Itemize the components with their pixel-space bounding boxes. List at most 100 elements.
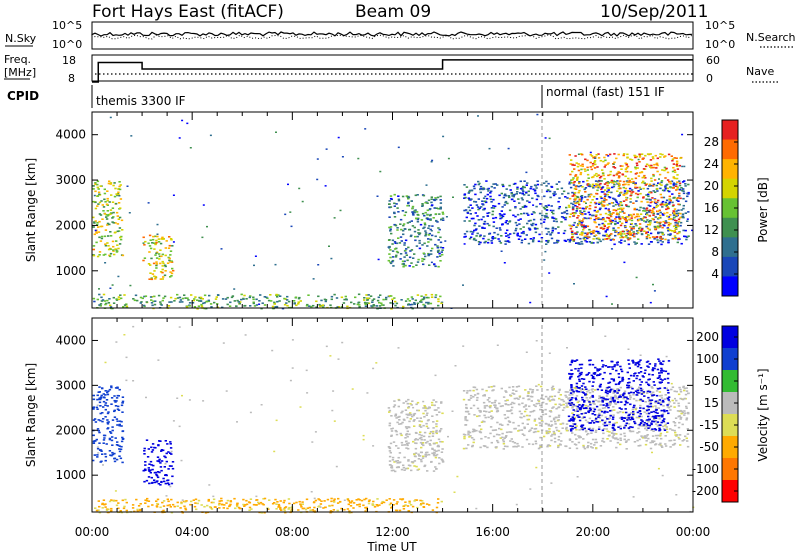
echo-cell xyxy=(405,413,408,416)
echo-cell xyxy=(589,217,592,220)
echo-cell xyxy=(392,406,396,408)
echo-cell xyxy=(143,480,146,483)
echo-cell xyxy=(407,202,410,205)
echo-cell xyxy=(483,405,487,407)
echo-cell xyxy=(103,300,106,302)
echo-cell xyxy=(551,217,554,219)
echo-cell xyxy=(226,303,229,306)
echo-cell xyxy=(115,397,119,399)
echo-cell xyxy=(505,435,508,437)
echo-cell xyxy=(167,483,171,486)
echo-cell xyxy=(426,412,429,415)
echo-cell xyxy=(656,412,659,414)
echo-cell xyxy=(364,303,367,306)
echo-cell xyxy=(567,192,570,195)
echo-cell xyxy=(411,505,415,508)
echo-cell xyxy=(154,278,157,280)
echo-cell xyxy=(582,180,585,183)
echo-cell xyxy=(308,305,311,307)
echo-cell xyxy=(515,390,518,392)
echo-cell xyxy=(522,226,525,228)
echo-cell xyxy=(670,388,673,391)
echo-cell xyxy=(636,375,639,377)
echo-cell xyxy=(656,377,660,379)
noise-panel: N.Sky 10^5 10^0 10^5 10^0 N.Search xyxy=(5,19,796,51)
echo-cell xyxy=(162,297,165,299)
echo-cell xyxy=(527,194,530,196)
echo-cell xyxy=(617,232,620,234)
echo-cell xyxy=(601,429,605,432)
echo-cell xyxy=(511,401,514,404)
echo-cell xyxy=(408,228,411,231)
echo-cell xyxy=(436,256,439,258)
echo-cell xyxy=(388,409,392,412)
echo-cell xyxy=(536,389,539,391)
echo-cell xyxy=(429,302,433,305)
echo-cell xyxy=(626,232,629,235)
echo-cell xyxy=(152,262,156,265)
echo-cell xyxy=(577,153,580,155)
echo-cell xyxy=(653,206,656,209)
echo-cell xyxy=(580,196,584,199)
echo-cell xyxy=(114,401,117,403)
echo-cell xyxy=(535,187,538,189)
echo-cell xyxy=(597,416,600,418)
echo-cell xyxy=(629,234,632,236)
echo-cell xyxy=(598,395,601,397)
echo-cell xyxy=(590,374,593,377)
echo-cell xyxy=(588,207,591,210)
echo-cell xyxy=(144,461,147,463)
echo-cell xyxy=(529,411,532,413)
echo-cell xyxy=(403,456,406,459)
echo-cell xyxy=(639,444,642,447)
echo-cell xyxy=(638,399,641,402)
echo-cell xyxy=(598,397,601,400)
echo-cell xyxy=(649,220,652,222)
echo-cell xyxy=(681,215,685,217)
echo-cell xyxy=(520,232,524,234)
echo-cell xyxy=(580,168,583,171)
echo-cell xyxy=(572,390,575,393)
echo-cell xyxy=(122,507,126,510)
echo-cell xyxy=(382,298,385,301)
echo-cell xyxy=(687,183,690,186)
echo-cell xyxy=(551,389,554,391)
echo-cell xyxy=(501,405,504,407)
beam-label: Beam 09 xyxy=(355,2,431,22)
echo-cell xyxy=(441,459,444,461)
echo-cell xyxy=(388,226,391,229)
echo-cell xyxy=(582,207,586,210)
echo-cell xyxy=(528,229,532,231)
echo-cell xyxy=(658,427,661,430)
echo-cell xyxy=(200,303,203,306)
echo-cell xyxy=(348,511,351,514)
echo-cell xyxy=(188,305,191,307)
echo-cell xyxy=(400,299,403,301)
echo-cell xyxy=(399,498,402,500)
echo-cell xyxy=(421,442,425,444)
echo-cell xyxy=(115,298,118,300)
echo-cell xyxy=(438,255,442,257)
echo-cell xyxy=(652,173,655,176)
echo-cell xyxy=(491,402,494,404)
echo-cell xyxy=(640,233,644,236)
echo-cell xyxy=(559,394,562,396)
echo-cell xyxy=(628,237,632,239)
echo-cell xyxy=(473,394,477,396)
echo-cell xyxy=(597,409,600,412)
echo-cell xyxy=(94,220,97,222)
echo-cell xyxy=(140,301,143,303)
echo-cell xyxy=(160,255,163,258)
echo-cell xyxy=(649,153,652,155)
echo-cell xyxy=(402,402,405,404)
echo-cell xyxy=(317,498,320,500)
echo-cell xyxy=(575,398,578,401)
echo-cell xyxy=(100,300,104,302)
echo-cell xyxy=(651,236,655,238)
echo-cell xyxy=(165,460,168,463)
echo-cell xyxy=(533,227,537,229)
echo-cell xyxy=(500,235,503,237)
echo-cell xyxy=(575,179,579,181)
echo-cell xyxy=(675,189,678,191)
echo-cell xyxy=(604,220,607,223)
